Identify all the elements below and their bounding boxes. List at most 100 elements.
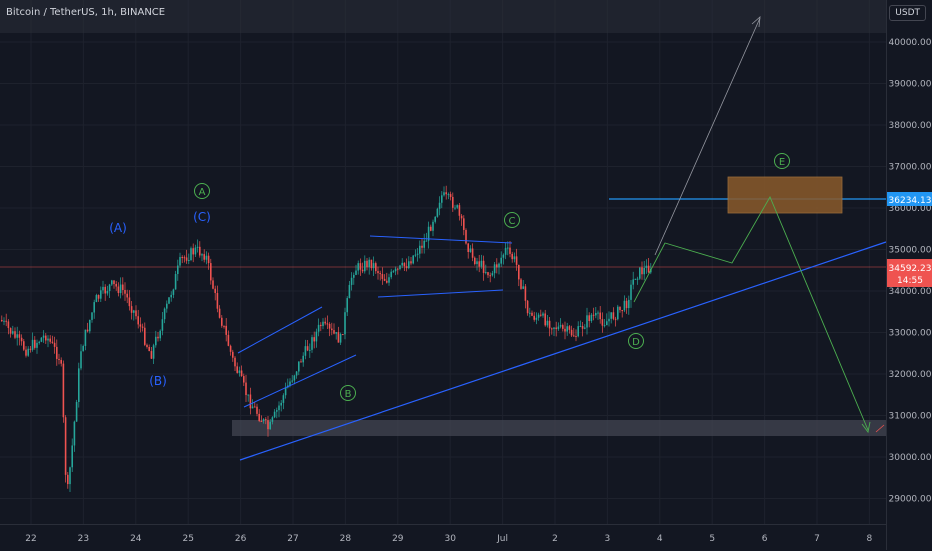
candle-body: [130, 306, 133, 313]
candle-body: [163, 308, 166, 320]
channel-upper-line[interactable]: [237, 306, 323, 354]
candle-body: [249, 394, 252, 409]
candle-body: [278, 405, 280, 411]
candle-body: [489, 275, 491, 277]
wave-label-circle-b: B: [340, 385, 356, 401]
triangle-upper-line[interactable]: [369, 235, 513, 244]
candle-body: [56, 346, 58, 359]
candle-body: [383, 278, 386, 281]
candle-body: [9, 328, 12, 334]
candle-body: [590, 314, 593, 322]
price-tick-label: 35000.00: [889, 246, 932, 256]
wave-label-paren-a: (A): [109, 221, 127, 235]
candle-body: [502, 254, 505, 258]
candle-body: [234, 357, 236, 367]
candle-body: [205, 255, 208, 260]
channel-lower-line[interactable]: [243, 354, 357, 408]
candle-body: [379, 273, 381, 275]
currency-button[interactable]: USDT: [889, 5, 926, 21]
candle-body: [177, 265, 179, 275]
candle-body: [174, 274, 177, 290]
candle-body: [342, 334, 344, 336]
candle-body: [45, 335, 47, 341]
candle-body: [372, 263, 375, 269]
candle-body: [504, 247, 507, 255]
candle-body: [223, 325, 225, 327]
time-tick-label: 8: [867, 534, 873, 544]
time-tick-label: 5: [709, 534, 715, 544]
candle-body: [559, 325, 562, 327]
candle-body: [236, 366, 238, 373]
candle-body: [421, 245, 423, 248]
triangle-lower-line[interactable]: [377, 289, 504, 298]
candle-body: [344, 312, 346, 335]
candle-body: [34, 339, 36, 348]
candle-body: [128, 297, 131, 307]
time-tick-label: 2: [552, 534, 558, 544]
candle-body: [529, 312, 531, 314]
candle-body: [144, 327, 146, 345]
candle-body: [282, 395, 285, 403]
price-tick-label: 36000.00: [889, 204, 932, 214]
candle-body: [93, 302, 95, 313]
candle-body: [238, 370, 241, 373]
support-zone-box[interactable]: [232, 420, 886, 436]
candle-body: [304, 346, 307, 356]
candle-body: [579, 325, 582, 327]
candle-body: [157, 336, 159, 339]
candle-body: [166, 303, 168, 309]
candle-body: [634, 278, 637, 280]
candle-body: [612, 312, 615, 319]
candle-body: [221, 317, 223, 326]
candle-body: [480, 260, 483, 267]
candle-body: [260, 420, 263, 422]
candle-body: [465, 229, 467, 244]
candle-body: [201, 254, 203, 256]
projection-path-up[interactable]: [654, 17, 761, 256]
candle-body: [353, 274, 355, 278]
time-tick-label: 28: [340, 534, 352, 544]
candle-body: [601, 319, 604, 326]
candle-body: [573, 335, 575, 337]
candle-body: [397, 268, 399, 270]
time-axis[interactable]: 22 23 24 25 26 27 28 29 30 Jul 2 3 4 5 6 7 8: [0, 524, 886, 551]
candle-body: [245, 382, 247, 396]
candle-body: [212, 280, 214, 289]
wave-label-paren-b: (B): [149, 374, 167, 388]
candle-body: [381, 274, 384, 279]
candle-body: [419, 245, 421, 254]
candle-body: [557, 326, 560, 330]
candle-body: [47, 338, 49, 341]
candle-body: [566, 326, 568, 332]
svg-text:14:55: 14:55: [897, 276, 923, 286]
candle-body: [317, 324, 320, 332]
target-zone-box[interactable]: [727, 176, 843, 214]
candle-body: [564, 328, 566, 332]
candle-body: [522, 286, 524, 289]
candle-body: [614, 318, 617, 320]
candle-body: [150, 351, 153, 359]
price-axis[interactable]: 40000.00 39000.00 38000.00 37000.00 36000.00…: [886, 0, 932, 550]
candle-body: [300, 361, 302, 363]
rising-support-trendline[interactable]: [239, 241, 887, 461]
candle-body: [350, 277, 353, 285]
candle-body: [7, 321, 10, 329]
candle-body: [625, 300, 628, 309]
candle-body: [25, 349, 27, 356]
candle-body: [122, 284, 124, 290]
candle-body: [218, 308, 221, 318]
candle-body: [49, 338, 51, 342]
candle-body: [16, 334, 18, 338]
candle-body: [280, 402, 282, 406]
candle-body: [608, 318, 610, 322]
candle-body: [610, 312, 612, 319]
projection-path-wave-e[interactable]: [633, 195, 869, 431]
candle-body: [210, 263, 212, 281]
candle-body: [148, 346, 150, 352]
candle-body: [498, 263, 500, 268]
candle-body: [42, 335, 45, 338]
candle-body: [69, 467, 71, 485]
candle-body: [320, 324, 322, 327]
svg-text:C: C: [509, 216, 516, 227]
